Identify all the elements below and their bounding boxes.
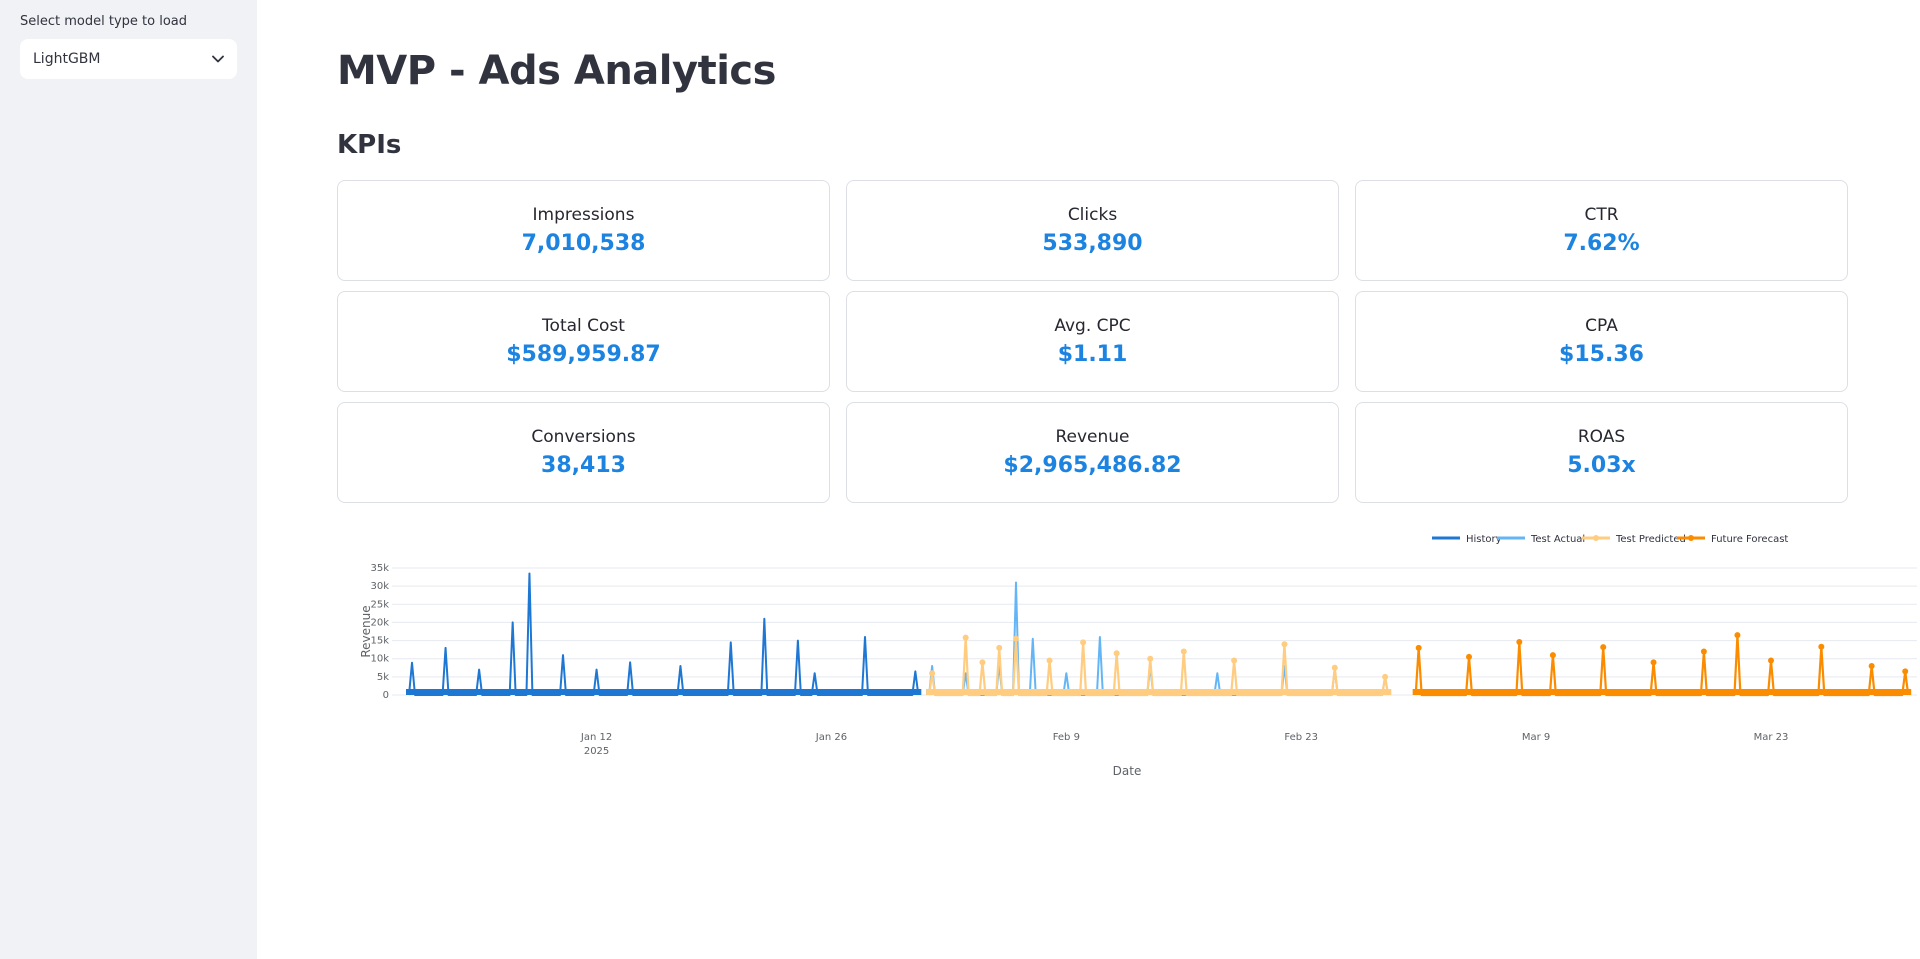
kpi-card-revenue: Revenue $2,965,486.82 [846,402,1339,503]
series-point [1231,657,1238,664]
kpi-grid: Impressions 7,010,538 Clicks 533,890 CTR 7.… [337,180,1848,503]
series-point [1046,657,1053,664]
series-point [1080,639,1087,646]
y-axis-title: Revenue [359,605,373,657]
series-point [996,644,1003,651]
x-tick-label: Jan 26 [815,732,847,743]
main-content: MVP - Ads Analytics KPIs Impressions 7,01… [257,0,1920,959]
kpi-card-total-cost: Total Cost $589,959.87 [337,291,830,392]
series-point [1516,639,1523,646]
model-type-select[interactable]: LightGBM [20,39,237,79]
kpi-card-conversions: Conversions 38,413 [337,402,830,503]
x-tick-label: Mar 9 [1522,732,1550,743]
kpi-label: CPA [1585,316,1618,336]
series-point [1549,652,1556,659]
y-tick-label: 30k [370,581,389,592]
series-point [1734,632,1741,639]
y-tick-label: 25k [370,599,389,610]
legend-label: Test Predicted [1615,534,1686,545]
series-point [1600,644,1607,651]
kpi-card-avg-cpc: Avg. CPC $1.11 [846,291,1339,392]
series-point [929,670,936,677]
y-tick-label: 35k [370,563,389,574]
legend-marker [1688,535,1694,541]
y-tick-label: 5k [377,672,389,683]
series-point [1868,662,1875,669]
kpi-value: $15.36 [1559,342,1644,367]
y-tick-label: 20k [370,617,389,628]
model-select-value: LightGBM [33,51,101,67]
kpi-value: $589,959.87 [506,342,661,367]
x-tick-label: Jan 12 [580,732,612,743]
kpi-value: $1.11 [1057,342,1128,367]
kpi-label: Avg. CPC [1054,316,1131,336]
series-point [962,634,969,641]
series-line [408,572,920,696]
series-point [1013,635,1019,642]
page-title: MVP - Ads Analytics [337,48,776,94]
series-point [1466,653,1472,660]
y-tick-label: 0 [383,690,389,701]
series-point [1650,659,1657,666]
legend-label: History [1466,534,1502,545]
kpi-value: 533,890 [1042,231,1143,256]
series-point [979,659,986,666]
series-point [1818,643,1825,650]
kpi-value: 7.62% [1563,231,1640,256]
series-point [1331,664,1338,671]
x-tick-label: Feb 23 [1284,732,1318,743]
kpi-card-roas: ROAS 5.03x [1355,402,1848,503]
series-point [1113,650,1120,657]
kpi-card-cpa: CPA $15.36 [1355,291,1848,392]
series-point [1382,673,1389,680]
kpi-card-ctr: CTR 7.62% [1355,180,1848,281]
series-point [1147,655,1154,662]
kpi-value: 7,010,538 [521,231,646,256]
kpi-value: $2,965,486.82 [1003,453,1182,478]
series-point [1700,648,1707,655]
legend-label: Test Actual [1530,534,1585,545]
y-tick-label: 10k [370,654,389,665]
kpi-label: ROAS [1577,427,1626,447]
kpi-label: Conversions [531,427,636,447]
legend-marker [1593,535,1599,541]
sidebar: Select model type to load LightGBM [0,0,257,959]
series-point [1281,641,1288,648]
series-point [1902,668,1909,675]
kpi-card-clicks: Clicks 533,890 [846,180,1339,281]
series-line [1414,634,1910,697]
kpi-section-title: KPIs [337,130,402,160]
kpi-value: 5.03x [1567,453,1636,478]
kpi-card-impressions: Impressions 7,010,538 [337,180,830,281]
series-point [1180,648,1187,655]
x-tick-label: Mar 23 [1754,732,1789,743]
kpi-label: Revenue [1055,427,1130,447]
x-axis-title: Date [1113,764,1142,778]
y-tick-label: 15k [370,636,389,647]
series-point [1415,644,1422,651]
kpi-label: Clicks [1067,205,1118,225]
legend-label: Future Forecast [1711,534,1788,545]
revenue-chart[interactable]: 0 5k 10k 15k 20k 25k 30k 35k Jan 12 2025 Jan 26 Feb… [337,520,1917,959]
kpi-label: Total Cost [542,316,625,336]
kpi-label: CTR [1584,205,1619,225]
chevron-down-icon [211,52,225,66]
model-select-label: Select model type to load [20,14,187,29]
kpi-value: 38,413 [541,453,626,478]
series-point [1768,657,1774,664]
revenue-chart-svg[interactable]: 0 5k 10k 15k 20k 25k 30k 35k Jan 12 2025 Jan 26 Feb… [337,520,1917,959]
x-tick-year-label: 2025 [584,746,609,757]
kpi-label: Impressions [532,205,635,225]
x-tick-label: Feb 9 [1053,732,1080,743]
